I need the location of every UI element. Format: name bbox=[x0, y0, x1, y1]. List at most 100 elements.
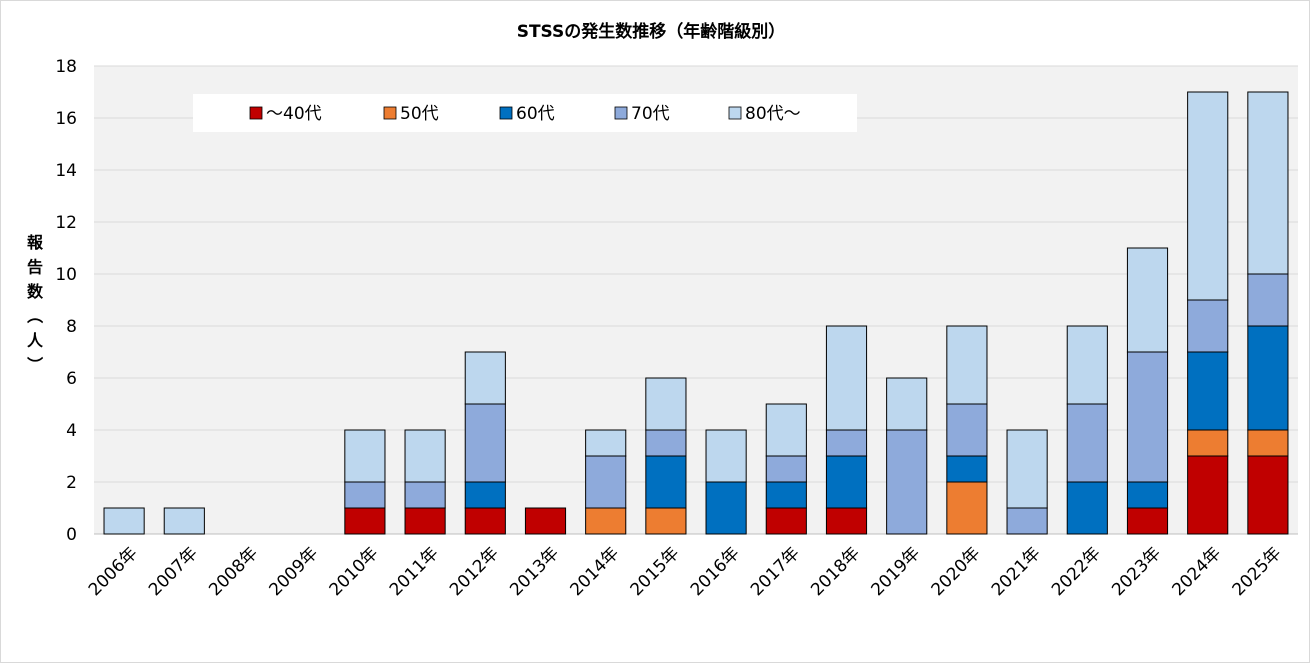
x-tick-label: 2023年 bbox=[1108, 543, 1165, 600]
chart-title: STSSの発生数推移（年齢階級別） bbox=[517, 21, 786, 42]
y-tick-label: 2 bbox=[66, 473, 77, 493]
bar-segment bbox=[825, 325, 868, 431]
legend-label: 50代 bbox=[400, 104, 439, 124]
bar-segment bbox=[1247, 325, 1289, 431]
y-label-char: 告 bbox=[27, 258, 43, 277]
x-tick-label: 2008年 bbox=[205, 543, 262, 600]
x-tick-label: 2021年 bbox=[988, 543, 1045, 600]
bar-segment bbox=[464, 403, 506, 483]
bar-segment bbox=[585, 507, 627, 535]
legend-label: 60代 bbox=[516, 104, 555, 124]
y-tick-label: 18 bbox=[55, 57, 77, 77]
x-tick-label: 2020年 bbox=[928, 543, 985, 600]
bars bbox=[103, 91, 1289, 535]
bar-segment bbox=[1126, 351, 1169, 483]
y-axis-ticks: 0 2 4 6 8 10 12 14 16 18 bbox=[55, 57, 77, 545]
y-label-char: （ bbox=[25, 307, 44, 323]
bar-segment bbox=[1066, 403, 1108, 483]
bar-segment bbox=[886, 429, 928, 535]
bar-segment bbox=[765, 481, 807, 509]
y-axis-label: 報告数 （ 人 ） bbox=[25, 233, 44, 373]
x-tick-label: 2019年 bbox=[867, 543, 924, 600]
legend-label: 80代～ bbox=[745, 104, 801, 124]
bar-segment bbox=[1187, 455, 1229, 535]
x-tick-label: 2011年 bbox=[386, 543, 443, 600]
bar-segment bbox=[765, 507, 807, 535]
y-label-char: ） bbox=[25, 356, 44, 372]
x-tick-label: 2007年 bbox=[145, 543, 202, 600]
bar-segment bbox=[1126, 481, 1169, 509]
legend-swatch bbox=[383, 106, 397, 120]
bar-segment bbox=[1066, 481, 1108, 535]
bar-segment bbox=[825, 455, 868, 509]
legend-swatch bbox=[728, 106, 742, 120]
x-axis-ticks: 2006年 2007年 2008年 2009年 2010年 2011年 2012年 2013年… bbox=[85, 543, 1286, 600]
bar-segment bbox=[1187, 429, 1229, 457]
bar-segment bbox=[344, 481, 386, 509]
bar-segment bbox=[1066, 325, 1108, 405]
bar-segment bbox=[1187, 351, 1229, 431]
x-tick-label: 2006年 bbox=[85, 543, 142, 600]
y-label-char: 報 bbox=[27, 233, 44, 252]
bar-segment bbox=[1187, 299, 1229, 353]
bar-segment bbox=[1006, 507, 1048, 535]
bar-segment bbox=[825, 429, 868, 457]
x-tick-label: 2016年 bbox=[687, 543, 744, 600]
legend-label: 70代 bbox=[631, 104, 670, 124]
bar-segment bbox=[946, 325, 988, 405]
bar-segment bbox=[645, 507, 687, 535]
bar-segment bbox=[103, 507, 145, 535]
bar-segment bbox=[464, 481, 506, 509]
y-tick-label: 0 bbox=[66, 525, 77, 545]
bar-segment bbox=[464, 507, 506, 535]
bar-segment bbox=[464, 351, 506, 405]
x-tick-label: 2009年 bbox=[265, 543, 322, 600]
bar-segment bbox=[1126, 247, 1169, 353]
bar-segment bbox=[1247, 273, 1289, 327]
bar-segment bbox=[825, 507, 868, 535]
y-label-char: 人 bbox=[27, 331, 44, 350]
bar-segment bbox=[404, 481, 446, 509]
bar-segment bbox=[1006, 429, 1048, 509]
bar-segment bbox=[886, 377, 928, 431]
legend-label: ～40代 bbox=[266, 104, 322, 124]
bar-segment bbox=[163, 507, 205, 535]
legend-box bbox=[193, 94, 857, 132]
x-tick-label: 2010年 bbox=[326, 543, 383, 600]
x-tick-label: 2024年 bbox=[1168, 543, 1225, 600]
x-tick-label: 2015年 bbox=[627, 543, 684, 600]
bar-segment bbox=[765, 403, 807, 457]
bar-segment bbox=[344, 429, 386, 483]
y-tick-label: 14 bbox=[55, 161, 77, 181]
bar-segment bbox=[1247, 91, 1289, 275]
x-tick-label: 2022年 bbox=[1048, 543, 1105, 600]
legend-swatch bbox=[499, 106, 513, 120]
bar-segment bbox=[645, 429, 687, 457]
bar-segment bbox=[946, 481, 988, 535]
bar-segment bbox=[585, 455, 627, 509]
y-tick-label: 12 bbox=[55, 213, 77, 233]
bar-segment bbox=[765, 455, 807, 483]
bar-segment bbox=[344, 507, 386, 535]
x-tick-label: 2014年 bbox=[566, 543, 623, 600]
legend-swatch bbox=[249, 106, 263, 120]
bar-segment bbox=[645, 455, 687, 509]
bar-segment bbox=[705, 481, 747, 535]
bar-segment bbox=[404, 429, 446, 483]
bar-segment bbox=[404, 507, 446, 535]
x-tick-label: 2013年 bbox=[506, 543, 563, 600]
bar-segment bbox=[1247, 429, 1289, 457]
bar-segment bbox=[1187, 91, 1229, 301]
x-tick-label: 2017年 bbox=[747, 543, 804, 600]
bar-segment bbox=[524, 507, 567, 535]
legend: ～40代 50代 60代 70代 80代～ bbox=[193, 94, 857, 132]
plot-background bbox=[94, 66, 1298, 534]
bar-segment bbox=[705, 429, 747, 483]
bar-segment bbox=[946, 455, 988, 483]
legend-swatch bbox=[614, 106, 628, 120]
y-tick-label: 4 bbox=[66, 421, 77, 441]
x-tick-label: 2025年 bbox=[1229, 543, 1286, 600]
bar-segment bbox=[1247, 455, 1289, 535]
